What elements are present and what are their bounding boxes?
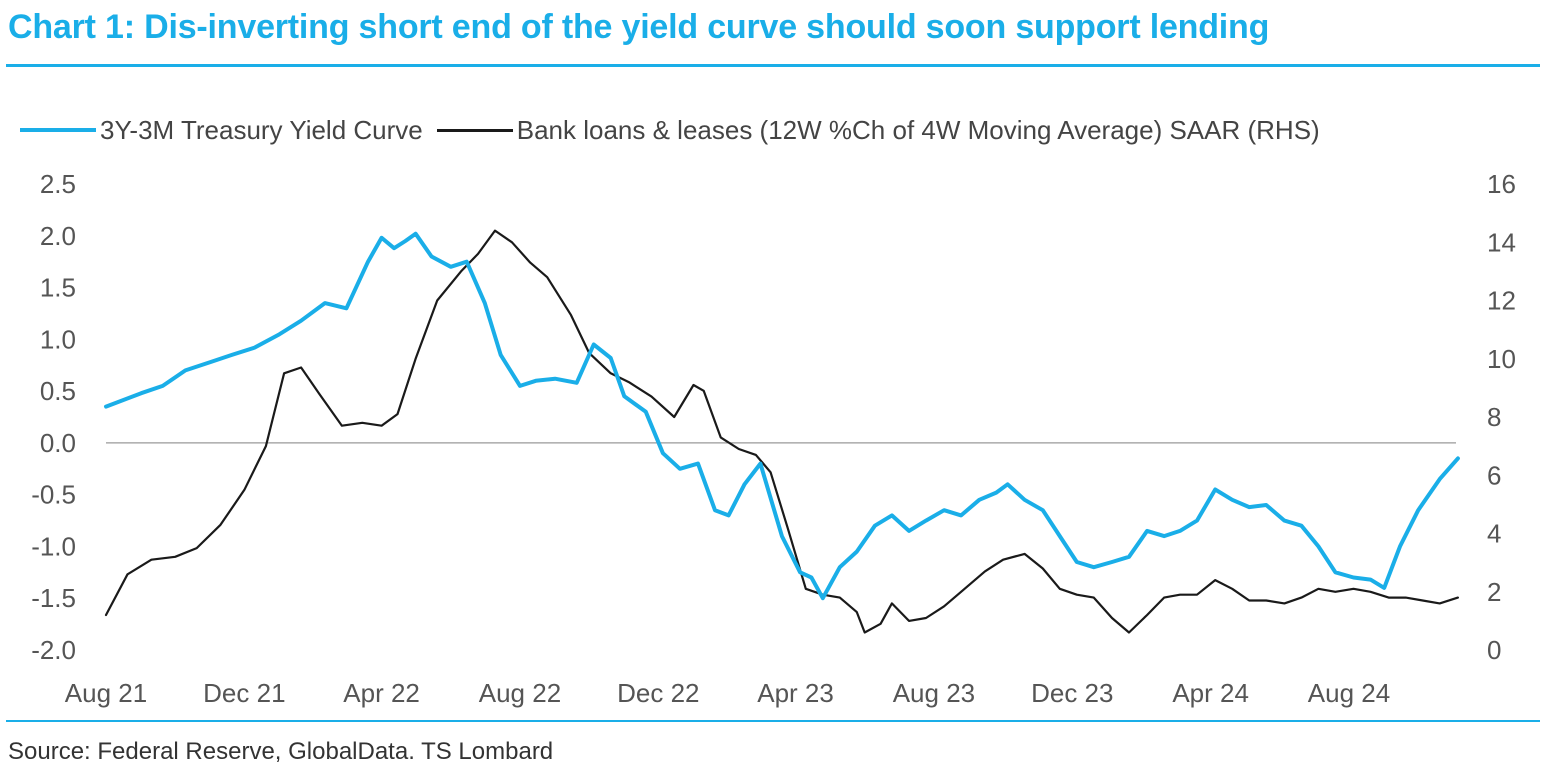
y-left-tick-label: 1.0 (40, 324, 76, 354)
x-tick-label: Aug 23 (893, 678, 975, 708)
chart-legend: 3Y-3M Treasury Yield Curve Bank loans & … (20, 112, 1320, 148)
x-tick-label: Aug 21 (65, 678, 147, 708)
y-right-tick-label: 0 (1487, 635, 1501, 665)
legend-swatch-bank-loans (436, 128, 513, 132)
legend-swatch-yield-curve (20, 128, 96, 132)
y-left-tick-label: -0.5 (31, 480, 76, 510)
y-left-tick-label: 1.5 (40, 273, 76, 303)
y-right-tick-label: 14 (1487, 227, 1516, 257)
x-tick-label: Aug 24 (1308, 678, 1390, 708)
source-rule (6, 720, 1540, 722)
y-right-tick-label: 4 (1487, 519, 1501, 549)
line-chart: 2.5 2.0 1.5 1.0 0.5 0.0 -0.5 -1.0 -1.5 -2.0 16 14 12… (31, 169, 1516, 708)
y-left-tick-label: 2.0 (40, 221, 76, 251)
legend-label-yield-curve: 3Y-3M Treasury Yield Curve (100, 114, 423, 145)
y-right-tick-label: 2 (1487, 577, 1501, 607)
legend-item-yield-curve: 3Y-3M Treasury Yield Curve (20, 115, 423, 146)
legend-label-bank-loans: Bank loans & leases (12W %Ch of 4W Movin… (516, 114, 1320, 145)
source-note: Source: Federal Reserve, GlobalData. TS … (8, 738, 554, 765)
series-line-bank-loans (104, 229, 1459, 634)
y-right-tick-label: 10 (1487, 344, 1516, 374)
y-left-tick-label: -1.5 (31, 583, 76, 613)
legend-item-bank-loans: Bank loans & leases (12W %Ch of 4W Movin… (436, 114, 1320, 146)
x-tick-label: Apr 23 (757, 678, 834, 708)
series-line-yield-curve (104, 231, 1460, 601)
x-tick-label: Dec 22 (617, 678, 699, 708)
title-rule (6, 64, 1540, 67)
x-tick-label: Apr 22 (343, 678, 420, 708)
x-tick-label: Dec 23 (1031, 678, 1113, 708)
x-tick-label: Apr 24 (1172, 678, 1249, 708)
y-right-tick-label: 16 (1487, 169, 1516, 199)
y-left-tick-label: 0.5 (40, 376, 76, 406)
x-tick-label: Aug 22 (479, 678, 561, 708)
y-right-tick-label: 8 (1487, 402, 1501, 432)
y-right-tick-label: 12 (1487, 286, 1516, 316)
y-left-tick-label: 2.5 (40, 169, 76, 199)
y-left-tick-label: -2.0 (31, 635, 76, 665)
x-tick-label: Dec 21 (203, 678, 285, 708)
chart-title: Chart 1: Dis-inverting short end of the … (8, 8, 1270, 46)
y-left-tick-label: -1.0 (31, 531, 76, 561)
y-left-tick-label: 0.0 (40, 428, 76, 458)
y-right-tick-label: 6 (1487, 460, 1501, 490)
